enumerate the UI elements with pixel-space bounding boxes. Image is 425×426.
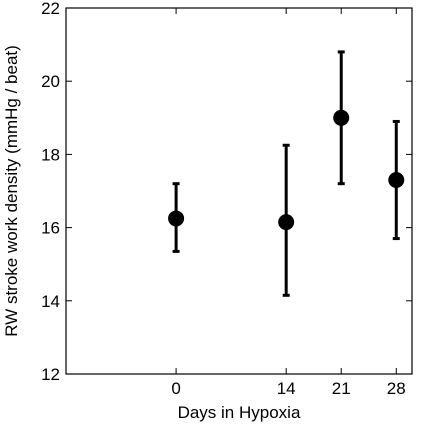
plot-area-frame <box>65 7 413 375</box>
x-tick-label: 21 <box>332 379 351 398</box>
y-tick-label: 14 <box>41 292 60 311</box>
y-tick-label: 22 <box>41 0 60 18</box>
y-tick-label: 18 <box>41 145 60 164</box>
x-axis-ticks: 0 14 21 28 <box>171 8 406 398</box>
x-tick-label: 0 <box>171 379 180 398</box>
y-tick-label: 20 <box>41 72 60 91</box>
y-tick-label: 12 <box>41 365 60 384</box>
data-marks <box>168 50 405 297</box>
data-point <box>333 109 350 126</box>
data-point <box>388 172 405 189</box>
y-tick-label: 16 <box>41 219 60 238</box>
y-axis-label: RW stroke work density (mmHg / beat) <box>2 45 21 337</box>
data-point <box>168 210 185 227</box>
x-tick-label: 14 <box>277 379 296 398</box>
x-axis-label: Days in Hypoxia <box>178 403 301 422</box>
x-tick-label: 28 <box>387 379 406 398</box>
y-axis-ticks: 12 14 16 18 20 22 <box>41 0 412 384</box>
data-point <box>278 214 295 231</box>
